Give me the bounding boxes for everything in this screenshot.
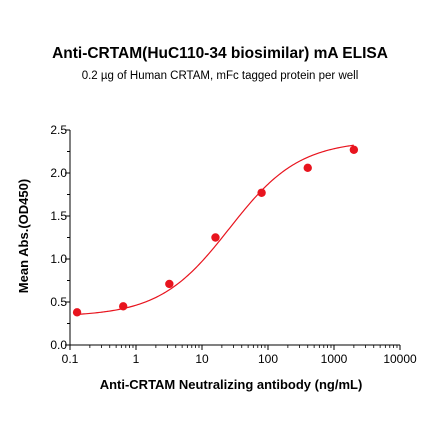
x-tick-label: 0.1 <box>62 352 79 366</box>
axes: 0.0 0.5 1.0 1.5 2.0 2.5 0.1 1 10 100 1000 10000 <box>50 123 417 366</box>
y-tick-label: 1.0 <box>50 252 67 266</box>
data-point <box>72 308 82 317</box>
data-point <box>257 188 266 197</box>
data-point <box>349 145 359 154</box>
y-tick-label: 0.0 <box>50 338 67 352</box>
data-point <box>119 302 128 311</box>
x-axis-label: Anti-CRTAM Neutralizing antibody (ng/mL) <box>100 377 363 392</box>
x-tick-label: 10000 <box>383 352 417 366</box>
x-tick-label: 10 <box>195 352 209 366</box>
x-tick-label: 1 <box>133 352 140 366</box>
data-point <box>165 279 174 289</box>
chart-subtitle: 0.2 µg of Human CRTAM, mFc tagged protei… <box>81 70 359 82</box>
y-tick-label: 2.0 <box>50 166 67 180</box>
x-tick-label: 1000 <box>321 352 348 366</box>
y-tick-label: 0.5 <box>50 295 67 309</box>
y-axis-label: Mean Abs.(OD450) <box>16 179 31 293</box>
y-tick-label: 1.5 <box>50 209 67 223</box>
fit-curve <box>77 144 354 315</box>
x-tick-label: 100 <box>258 352 278 366</box>
data-point <box>303 163 312 173</box>
data-point <box>211 233 220 242</box>
data-points <box>72 145 359 317</box>
y-tick-label: 2.5 <box>50 123 67 137</box>
chart-title: Anti-CRTAM(HuC110-34 biosimilar) mA ELIS… <box>52 45 388 62</box>
